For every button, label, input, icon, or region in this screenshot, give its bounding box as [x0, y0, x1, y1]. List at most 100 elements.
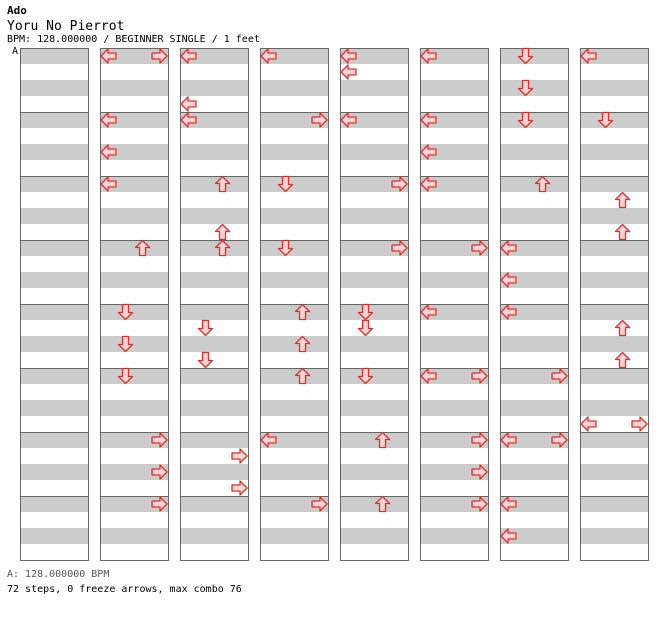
beat-stripe: [580, 368, 648, 384]
beat-stripe: [180, 80, 248, 96]
bpm-marker-label: A: [12, 46, 19, 57]
beat-stripe: [580, 112, 648, 128]
beat-stripe: [580, 528, 648, 544]
beat-stripe: [20, 176, 88, 192]
beat-stripe: [260, 400, 328, 416]
beat-stripe: [340, 368, 408, 384]
column-border: [420, 48, 489, 561]
beat-stripe: [580, 496, 648, 512]
beat-stripe: [180, 432, 248, 448]
beat-stripe: [20, 144, 88, 160]
beat-stripe: [100, 336, 168, 352]
beat-stripe: [580, 432, 648, 448]
beat-stripe: [100, 528, 168, 544]
beat-stripe: [500, 400, 568, 416]
beat-stripe: [260, 176, 328, 192]
beat-stripe: [500, 176, 568, 192]
beat-stripe: [580, 272, 648, 288]
beat-stripe: [180, 368, 248, 384]
beat-stripe: [500, 208, 568, 224]
beat-stripe: [420, 368, 488, 384]
artist-name: Ado: [7, 4, 27, 17]
beat-stripe: [500, 304, 568, 320]
beat-stripe: [420, 240, 488, 256]
beat-stripe: [180, 336, 248, 352]
beat-stripe: [500, 112, 568, 128]
beat-stripe: [260, 496, 328, 512]
step-arrow-left-icon: [180, 96, 197, 112]
beat-stripe: [100, 400, 168, 416]
beat-stripe: [100, 48, 168, 64]
beat-stripe: [100, 80, 168, 96]
beat-stripe: [180, 208, 248, 224]
beat-stripe: [420, 464, 488, 480]
beat-stripe: [340, 272, 408, 288]
column-border: [100, 48, 169, 561]
step-arrow-up-icon: [214, 223, 231, 241]
beat-stripe: [100, 368, 168, 384]
beat-stripe: [260, 304, 328, 320]
beat-stripe: [340, 208, 408, 224]
beat-stripe: [580, 336, 648, 352]
beat-stripe: [180, 112, 248, 128]
beat-stripe: [340, 336, 408, 352]
step-arrow-left-icon: [580, 416, 597, 432]
beat-stripe: [20, 336, 88, 352]
beat-stripe: [580, 144, 648, 160]
beat-stripe: [420, 144, 488, 160]
chart-column: [260, 48, 329, 561]
step-arrow-right-icon: [231, 448, 248, 464]
beat-stripe: [580, 304, 648, 320]
beat-stripe: [260, 528, 328, 544]
beat-stripe: [340, 400, 408, 416]
beat-stripe: [20, 400, 88, 416]
bpm-legend: A: 128.000000 BPM: [7, 569, 110, 580]
beat-stripe: [420, 272, 488, 288]
beat-stripe: [580, 48, 648, 64]
beat-stripe: [20, 432, 88, 448]
chart-column: [580, 48, 649, 561]
beat-stripe: [100, 176, 168, 192]
beat-stripe: [20, 272, 88, 288]
beat-stripe: [260, 48, 328, 64]
beat-stripe: [260, 368, 328, 384]
beat-stripe: [260, 336, 328, 352]
beat-stripe: [500, 528, 568, 544]
beat-stripe: [260, 112, 328, 128]
column-border: [580, 48, 649, 561]
beat-stripe: [500, 464, 568, 480]
beat-stripe: [340, 304, 408, 320]
step-arrow-up-icon: [614, 191, 631, 209]
beat-stripe: [500, 272, 568, 288]
beat-stripe: [340, 112, 408, 128]
step-summary: 72 steps, 0 freeze arrows, max combo 76: [7, 584, 242, 595]
beat-stripe: [100, 496, 168, 512]
beat-stripe: [20, 112, 88, 128]
step-arrow-right-icon: [231, 480, 248, 496]
beat-stripe: [180, 144, 248, 160]
beat-stripe: [180, 304, 248, 320]
beat-stripe: [20, 240, 88, 256]
step-arrow-down-icon: [197, 351, 214, 369]
beat-stripe: [100, 208, 168, 224]
beat-stripe: [100, 240, 168, 256]
beat-stripe: [180, 496, 248, 512]
beat-stripe: [100, 432, 168, 448]
beat-stripe: [20, 464, 88, 480]
beat-stripe: [260, 80, 328, 96]
beat-stripe: [580, 400, 648, 416]
beat-stripe: [180, 272, 248, 288]
step-arrow-up-icon: [614, 351, 631, 369]
beat-stripe: [420, 80, 488, 96]
beat-stripe: [340, 496, 408, 512]
beat-stripe: [420, 432, 488, 448]
step-arrow-left-icon: [340, 64, 357, 80]
beat-stripe: [260, 208, 328, 224]
beat-stripe: [420, 48, 488, 64]
chart-column: [100, 48, 169, 561]
step-arrow-down-icon: [197, 319, 214, 337]
beat-stripe: [500, 80, 568, 96]
beat-stripe: [340, 432, 408, 448]
beat-stripe: [100, 464, 168, 480]
beat-stripe: [180, 176, 248, 192]
